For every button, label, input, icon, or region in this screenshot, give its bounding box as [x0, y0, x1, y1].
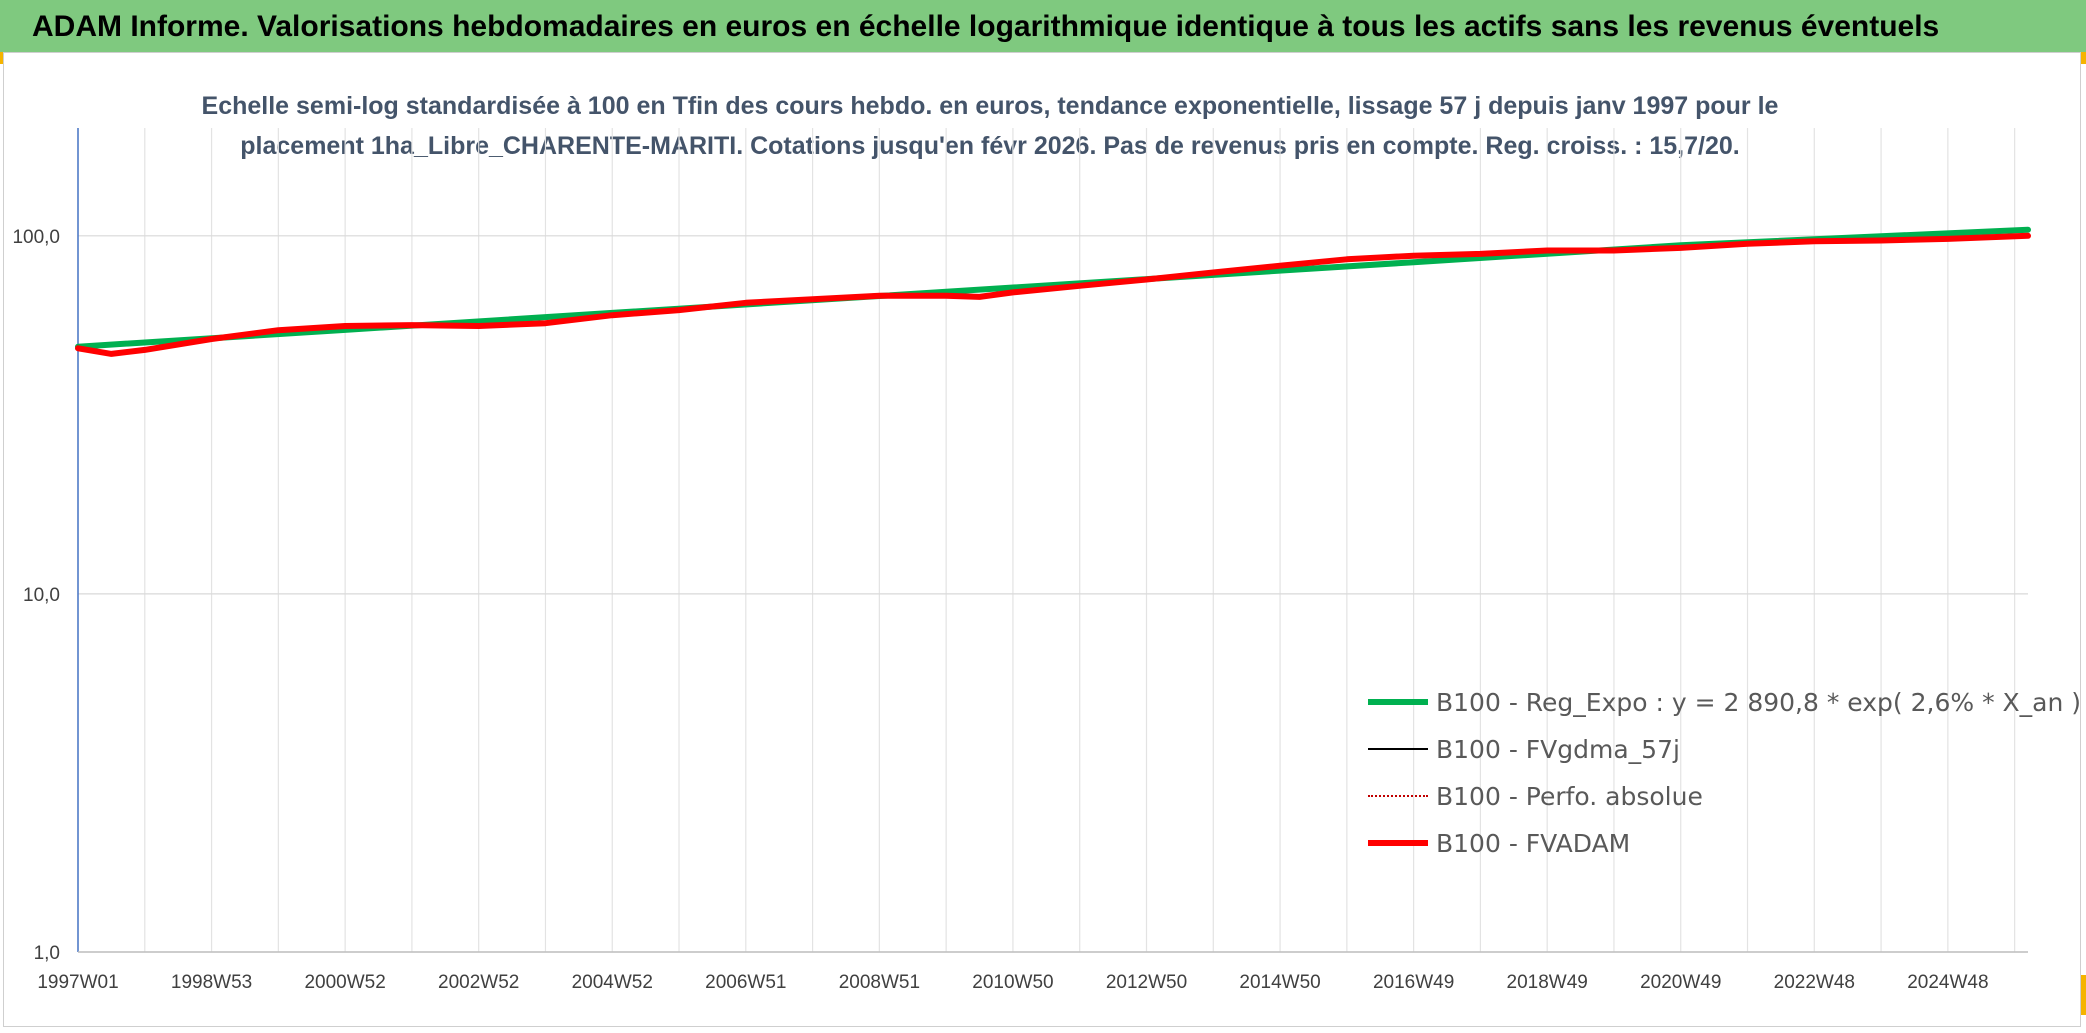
x-tick-label: 2014W50: [1239, 972, 1320, 993]
x-tick-label: 2022W48: [1774, 972, 1855, 993]
x-tick-label: 2018W49: [1507, 972, 1588, 993]
legend-label: B100 - FVADAM: [1436, 828, 1631, 858]
x-tick-label: 2020W49: [1640, 972, 1721, 993]
legend-item: B100 - Reg_Expo : y = 2 890,8 * exp( 2,6…: [1368, 682, 2081, 722]
x-tick-label: 2016W49: [1373, 972, 1454, 993]
x-tick-label: 1997W01: [37, 972, 118, 993]
report-header: ADAM Informe. Valorisations hebdomadaire…: [0, 0, 2086, 52]
x-tick-label: 2000W52: [304, 972, 385, 993]
x-tick-label: 2002W52: [438, 972, 519, 993]
x-tick-label: 2006W51: [705, 972, 786, 993]
chart-title: Echelle semi-log standardisée à 100 en T…: [200, 86, 1780, 166]
legend-label: B100 - FVgdma_57j: [1436, 734, 1680, 764]
y-tick-label: 10,0: [23, 585, 60, 606]
chart-title-line-1: Echelle semi-log standardisée à 100 en T…: [201, 92, 1779, 120]
legend-label: B100 - Reg_Expo : y = 2 890,8 * exp( 2,6…: [1436, 687, 2082, 717]
x-tick-label: 2012W50: [1106, 972, 1187, 993]
x-tick-label: 1998W53: [171, 972, 252, 993]
series-line: [75, 232, 2031, 357]
chart-title-line-2: placement 1ha_Libre_CHARENTE-MARITI. Cot…: [240, 132, 1740, 160]
legend-label: B100 - Perfo. absolue: [1436, 781, 1703, 811]
corner-marker-bottom-right: [2076, 975, 2086, 1015]
x-tick-label: 2004W52: [572, 972, 653, 993]
legend-swatch: [1368, 795, 1428, 797]
x-tick-label: 2024W48: [1907, 972, 1988, 993]
chart-frame: [3, 52, 2081, 1027]
legend-item: B100 - FVgdma_57j: [1368, 729, 1680, 769]
legend-swatch: [1368, 699, 1428, 705]
legend-swatch: [1368, 748, 1428, 750]
legend-swatch: [1368, 840, 1428, 846]
y-tick-label: 1,0: [34, 943, 60, 964]
legend-item: B100 - FVADAM: [1368, 823, 1630, 863]
x-tick-label: 2010W50: [972, 972, 1053, 993]
y-tick-label: 100,0: [12, 227, 60, 248]
report-title: ADAM Informe. Valorisations hebdomadaire…: [32, 10, 1940, 43]
legend-item: B100 - Perfo. absolue: [1368, 776, 1703, 816]
x-tick-label: 2008W51: [839, 972, 920, 993]
